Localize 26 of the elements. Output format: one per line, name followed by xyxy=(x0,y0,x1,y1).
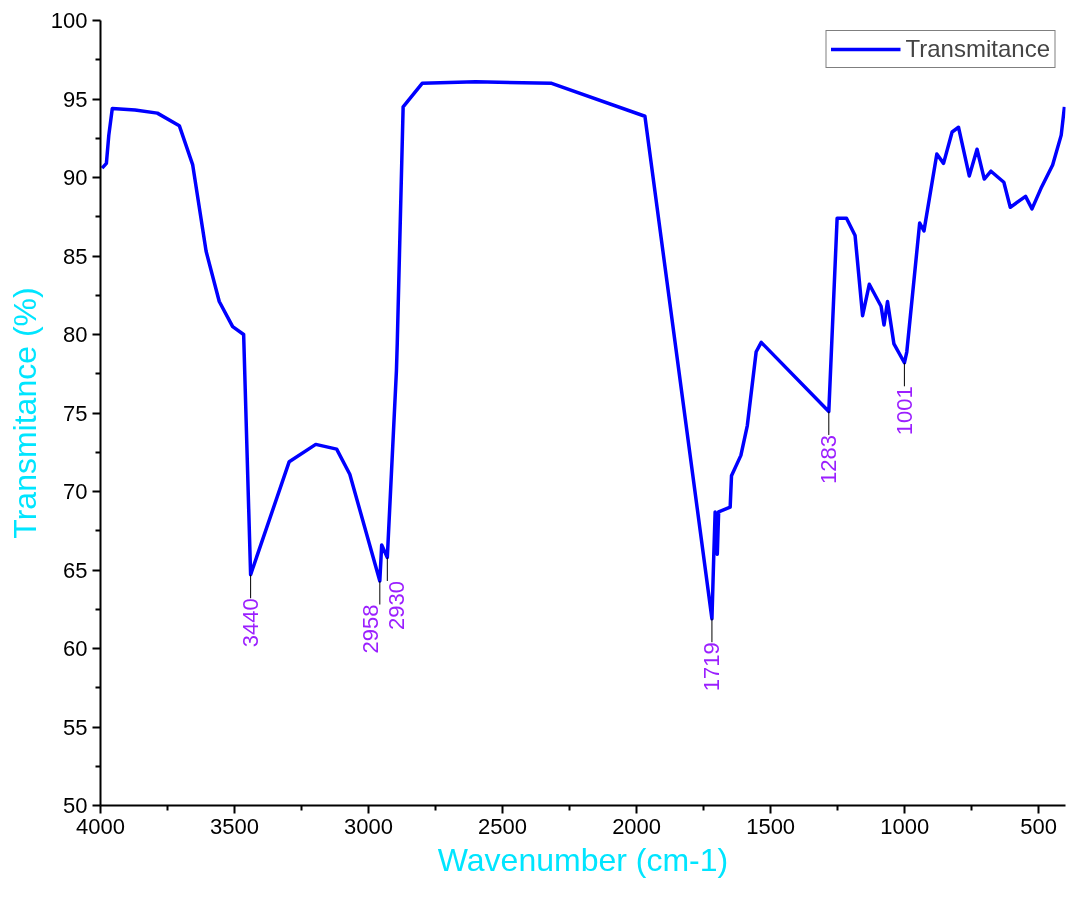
y-tick-label: 100 xyxy=(50,8,88,33)
x-tick-label: 500 xyxy=(1020,813,1058,839)
x-tick-label: 2000 xyxy=(612,813,662,839)
annotation: 1283 xyxy=(816,434,842,484)
y-tick-label: 90 xyxy=(63,165,88,190)
annotation: 1719 xyxy=(699,642,725,692)
annotation: 2958 xyxy=(358,604,384,654)
x-tick-label: 3500 xyxy=(210,813,260,839)
y-tick-label: 70 xyxy=(63,479,88,504)
y-tick-label: 55 xyxy=(63,714,88,740)
annotation: 2930 xyxy=(383,580,409,630)
x-tick-label: 1000 xyxy=(880,813,930,839)
y-tick-label: 95 xyxy=(63,86,88,112)
legend-label: Transmitance xyxy=(905,35,1050,63)
y-axis-title: Transmitance (%) xyxy=(6,287,43,539)
annotation: 1001 xyxy=(891,386,917,436)
y-tick-label: 65 xyxy=(63,557,88,583)
y-tick-label: 75 xyxy=(63,400,88,426)
y-tick-label: 85 xyxy=(63,243,88,269)
x-tick-label: 1500 xyxy=(746,813,796,839)
x-tick-label: 2500 xyxy=(478,813,528,839)
x-tick-label: 3000 xyxy=(344,813,394,839)
annotation: 3440 xyxy=(238,598,264,648)
y-tick-label: 60 xyxy=(63,636,88,661)
y-tick-label: 80 xyxy=(63,322,88,347)
x-axis-title: Wavenumber (cm-1) xyxy=(437,841,729,878)
